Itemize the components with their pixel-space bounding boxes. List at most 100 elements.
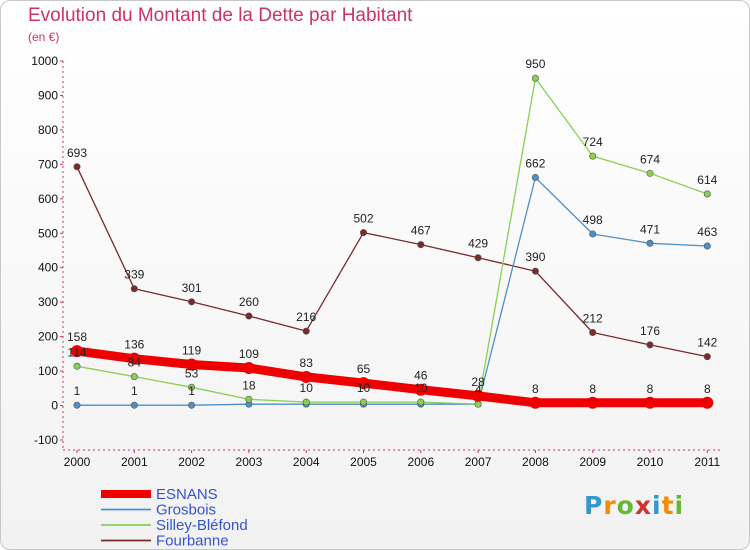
data-point <box>359 398 367 406</box>
data-point <box>302 398 310 406</box>
legend-label: Fourbanne <box>156 533 229 550</box>
data-point <box>531 173 539 181</box>
data-label: 1 <box>74 384 81 398</box>
data-point <box>242 361 255 374</box>
data-point <box>703 190 711 198</box>
data-label: 8 <box>647 382 654 396</box>
series-line-esnans <box>72 346 712 408</box>
y-tick-label: 500 <box>38 226 58 240</box>
logo-letter: i <box>674 491 685 520</box>
y-tick-label: 800 <box>38 123 58 137</box>
y-tick-label: 100 <box>38 364 58 378</box>
data-point <box>589 329 597 337</box>
y-tick-label: 200 <box>38 330 58 344</box>
chart-title: Evolution du Montant de la Dette par Hab… <box>28 5 413 26</box>
data-label: 674 <box>640 152 660 166</box>
data-point <box>589 230 597 238</box>
data-label: 10 <box>300 381 314 395</box>
x-tick-label: 2006 <box>407 455 434 469</box>
data-point <box>703 242 711 250</box>
data-label: 301 <box>182 281 202 295</box>
data-point <box>245 395 253 403</box>
data-label: 390 <box>525 250 545 264</box>
logo-letter: x <box>634 491 652 520</box>
y-tick-label: 700 <box>38 157 58 171</box>
proxiti-logo: Proxiti <box>584 491 684 520</box>
data-label: 84 <box>128 356 142 370</box>
data-labels: 158 136 119 109 83 65 46 28 8 8 8 8 1 1 1 662 498 471 463 1… <box>67 57 718 398</box>
x-tick-label: 2008 <box>522 455 549 469</box>
axes: -100 0 100 200 300 400 500 600 700 800 900 1000 2000… <box>31 54 721 469</box>
data-point <box>302 327 310 335</box>
data-point <box>646 169 654 177</box>
data-label: 119 <box>182 344 201 358</box>
data-point <box>529 396 542 409</box>
data-label: 136 <box>124 338 144 352</box>
data-label: 1 <box>188 384 195 398</box>
data-label: 4 <box>475 383 482 397</box>
x-tick-label: 2002 <box>178 455 205 469</box>
data-point <box>130 285 138 293</box>
data-point <box>245 312 253 320</box>
data-label: 498 <box>583 213 603 227</box>
y-tick-label: 600 <box>38 192 58 206</box>
x-tick-label: 2001 <box>121 455 148 469</box>
logo-letter: P <box>584 491 604 520</box>
data-point <box>531 267 539 275</box>
data-point <box>586 396 599 409</box>
data-point <box>73 163 81 171</box>
legend-label: Silley-Bléfond <box>156 517 248 534</box>
data-point <box>71 345 83 358</box>
y-tick-label: 0 <box>51 399 58 413</box>
data-label: 467 <box>411 224 431 238</box>
x-tick-label: 2004 <box>293 455 320 469</box>
data-label: 109 <box>239 347 259 361</box>
data-point <box>73 362 81 370</box>
y-tick-label: 400 <box>38 261 58 275</box>
y-tick-label: 1000 <box>31 54 58 68</box>
legend-label: ESNANS <box>156 486 218 503</box>
data-point <box>188 383 196 391</box>
data-label: 18 <box>242 378 256 392</box>
data-label: 46 <box>414 369 428 383</box>
x-tick-label: 2003 <box>236 455 263 469</box>
data-label: 8 <box>704 382 711 396</box>
data-point <box>472 389 485 402</box>
data-label: 339 <box>124 268 144 282</box>
data-label: 216 <box>296 310 316 324</box>
data-label: 8 <box>532 382 539 396</box>
y-tick-label: -100 <box>34 433 58 447</box>
data-point <box>359 229 367 237</box>
data-label: 10 <box>414 381 428 395</box>
data-point <box>185 358 198 371</box>
data-label: 260 <box>239 295 259 309</box>
data-label: 950 <box>525 57 545 71</box>
data-point <box>73 401 81 409</box>
y-tick-label: 900 <box>38 88 58 102</box>
data-label: 212 <box>583 312 603 326</box>
data-point <box>646 341 654 349</box>
data-point <box>414 383 427 396</box>
data-label: 724 <box>583 135 603 149</box>
data-label: 1 <box>131 384 138 398</box>
data-label: 53 <box>185 366 199 380</box>
data-point <box>703 353 711 361</box>
series-lines <box>71 74 714 409</box>
data-point <box>417 398 425 406</box>
data-point <box>644 396 656 409</box>
series-line-fourbanne <box>76 166 708 358</box>
series-line-grosbois <box>76 176 708 406</box>
data-point <box>589 152 597 160</box>
data-label: 176 <box>640 324 660 338</box>
data-point <box>701 396 714 409</box>
data-point <box>300 370 313 383</box>
data-label: 142 <box>697 336 717 350</box>
data-label: 614 <box>697 173 717 187</box>
x-tick-label: 2009 <box>579 455 606 469</box>
x-tick-label: 2007 <box>465 455 492 469</box>
data-point <box>357 377 370 390</box>
logo-letter: r <box>603 491 617 520</box>
